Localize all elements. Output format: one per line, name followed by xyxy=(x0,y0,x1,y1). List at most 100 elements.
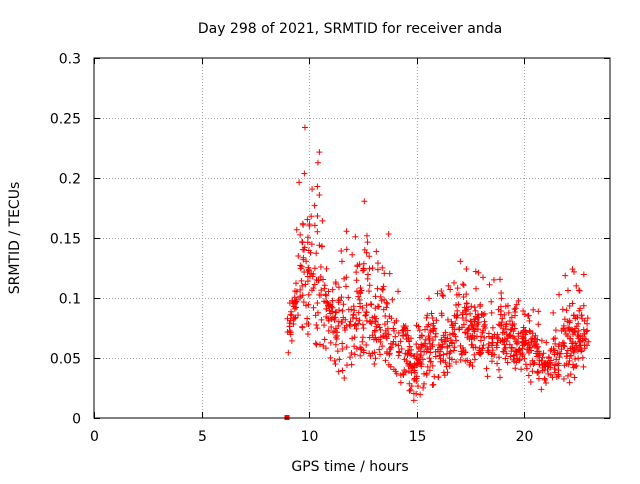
data-point xyxy=(534,343,541,350)
data-point xyxy=(535,348,542,355)
data-point xyxy=(415,323,422,330)
data-point xyxy=(296,179,303,186)
data-point xyxy=(372,327,379,334)
data-point xyxy=(524,313,531,320)
data-point xyxy=(573,342,580,349)
data-point xyxy=(572,363,579,370)
data-point xyxy=(353,288,360,295)
data-point xyxy=(444,316,451,323)
data-point xyxy=(359,321,366,328)
data-point xyxy=(310,271,317,278)
data-point xyxy=(316,242,323,249)
data-point xyxy=(422,336,429,343)
data-point xyxy=(398,346,405,353)
y-tick-label: 0.1 xyxy=(59,292,81,308)
data-point xyxy=(375,303,382,310)
data-point xyxy=(299,323,306,330)
data-point xyxy=(339,367,346,374)
data-point xyxy=(325,327,332,334)
data-point xyxy=(518,366,525,373)
data-point xyxy=(299,282,306,289)
data-point xyxy=(304,216,311,223)
data-point xyxy=(351,351,358,358)
data-point xyxy=(372,318,379,325)
data-point xyxy=(377,338,384,345)
x-tick-label: 15 xyxy=(409,429,427,445)
data-point xyxy=(566,302,573,309)
data-point xyxy=(335,323,342,330)
data-point xyxy=(312,340,319,347)
data-point xyxy=(443,363,450,370)
data-point xyxy=(526,317,533,324)
data-point xyxy=(383,335,390,342)
data-point xyxy=(567,371,574,378)
data-point xyxy=(429,314,436,321)
data-point xyxy=(389,296,396,303)
data-point xyxy=(570,348,577,355)
data-point xyxy=(426,295,433,302)
data-point xyxy=(301,268,308,275)
data-point xyxy=(499,337,506,344)
data-point xyxy=(383,348,390,355)
data-point xyxy=(470,316,477,323)
data-point xyxy=(323,313,330,320)
y-tick-label: 0.2 xyxy=(59,172,81,188)
data-point xyxy=(424,363,431,370)
data-point xyxy=(404,351,411,358)
data-point xyxy=(511,335,518,342)
data-point xyxy=(466,361,473,368)
data-point xyxy=(300,256,307,263)
data-point xyxy=(363,317,370,324)
data-point xyxy=(414,351,421,358)
data-point xyxy=(440,369,447,376)
data-point xyxy=(423,370,430,377)
data-point xyxy=(576,307,583,314)
data-point xyxy=(513,301,520,308)
data-point xyxy=(379,264,386,271)
y-tick-label: 0 xyxy=(72,412,81,428)
data-point xyxy=(348,349,355,356)
data-point xyxy=(431,373,438,380)
data-point xyxy=(360,347,367,354)
data-point xyxy=(342,283,349,290)
data-point xyxy=(426,367,433,374)
data-point xyxy=(382,312,389,319)
data-point xyxy=(450,331,457,338)
data-point xyxy=(553,373,560,380)
data-point xyxy=(536,351,543,358)
data-point xyxy=(530,342,537,349)
data-point xyxy=(328,323,335,330)
data-point xyxy=(511,325,518,332)
data-point xyxy=(392,333,399,340)
data-point xyxy=(469,363,476,370)
data-point xyxy=(570,268,577,275)
data-point xyxy=(410,362,417,369)
data-point xyxy=(372,355,379,362)
data-point xyxy=(339,346,346,353)
data-point xyxy=(512,305,519,312)
data-point xyxy=(306,221,313,228)
data-point xyxy=(463,266,470,273)
data-point xyxy=(373,315,380,322)
data-point xyxy=(422,343,429,350)
data-point xyxy=(300,298,307,305)
data-point xyxy=(479,329,486,336)
data-point xyxy=(432,330,439,337)
data-point xyxy=(299,239,306,246)
data-point xyxy=(432,333,439,340)
data-point xyxy=(331,357,338,364)
data-point xyxy=(371,361,378,367)
data-point xyxy=(581,335,588,342)
data-point xyxy=(301,244,308,251)
data-point xyxy=(488,358,495,365)
data-point xyxy=(381,321,388,328)
data-point xyxy=(359,334,366,341)
data-point xyxy=(564,347,571,354)
data-point xyxy=(578,312,585,319)
data-point xyxy=(406,361,413,368)
data-point xyxy=(560,375,567,382)
data-point xyxy=(347,318,354,325)
data-point xyxy=(304,331,311,337)
data-point xyxy=(395,352,402,359)
